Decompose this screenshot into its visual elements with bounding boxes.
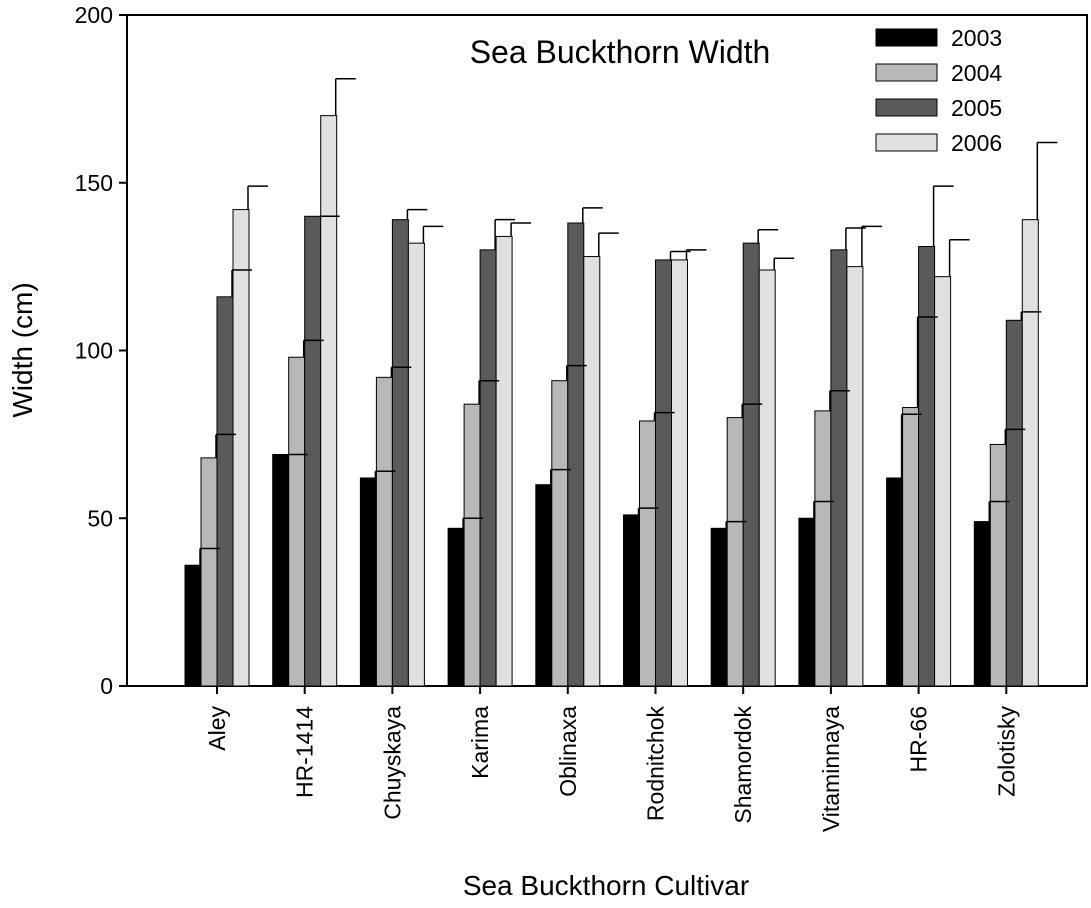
bar-Zolotisky-2005 — [1005, 319, 1023, 687]
y-axis: 0 50 100 150 200 — [75, 2, 127, 699]
y-tick-label-200: 200 — [75, 2, 113, 28]
x-tick-label-Karima: Karima — [467, 706, 493, 779]
bar-Karima-2004 — [463, 403, 481, 687]
bar-Aley-2003 — [184, 564, 202, 687]
bar-Zolotisky-2003 — [973, 521, 991, 687]
x-tick-label-Chuyskaya: Chuyskaya — [379, 706, 405, 820]
bar-Karima-2005 — [479, 249, 497, 687]
bar-Vitaminnaya-2005 — [830, 249, 848, 687]
y-tick-label-150: 150 — [75, 170, 113, 196]
bar-Chuyskaya-2005 — [391, 219, 409, 687]
chart-title: Sea Buckthorn Width — [470, 34, 771, 70]
bar-Rodnitchok-2006 — [671, 259, 688, 687]
bar-Vitaminnaya-2006 — [846, 266, 864, 687]
bar-Chuyskaya-2004 — [375, 376, 393, 687]
bar-Chuyskaya-2003 — [359, 477, 377, 687]
bar-Chuyskaya-2006 — [407, 242, 425, 687]
x-tick-label-Oblinaxa: Oblinaxa — [555, 706, 581, 797]
bar-HR-1414-2003 — [272, 454, 290, 687]
x-axis-title: Sea Buckthorn Cultivar — [463, 870, 749, 901]
legend-swatch-2003 — [875, 28, 938, 47]
bar-Zolotisky-2006 — [1021, 219, 1039, 687]
legend-label-2005: 2005 — [951, 95, 1002, 121]
bar-HR-66-2005 — [918, 245, 936, 687]
y-tick-label-0: 0 — [100, 673, 113, 699]
bar-Oblinaxa-2006 — [583, 256, 601, 687]
bar-Rodnitchok-2004 — [639, 420, 656, 687]
bar-HR-66-2006 — [934, 276, 952, 687]
bar-Rodnitchok-2005 — [655, 259, 672, 687]
x-tick-label-Zolotisky: Zolotisky — [993, 706, 1019, 797]
bar-Aley-2004 — [200, 457, 218, 687]
bar-Oblinaxa-2005 — [567, 222, 585, 687]
x-tick-label-Vitaminnaya: Vitaminnaya — [818, 706, 844, 832]
bar-HR-66-2004 — [902, 407, 920, 687]
x-axis: Aley HR-1414 Chuyskaya Karima Oblinaxa Rodnit… — [204, 686, 1019, 832]
legend-swatch-2005 — [875, 98, 938, 117]
bar-HR-1414-2005 — [304, 215, 322, 687]
bar-Shamordok-2004 — [726, 417, 744, 687]
bars-layer — [184, 115, 1039, 687]
x-tick-label-Rodnitchok: Rodnitchok — [643, 706, 669, 822]
x-tick-label-HR-1414: HR-1414 — [292, 706, 318, 798]
legend: 2003 2004 2005 2006 — [875, 25, 1002, 156]
legend-label-2006: 2006 — [951, 130, 1002, 156]
bar-Karima-2006 — [495, 235, 513, 687]
bar-Vitaminnaya-2004 — [814, 410, 832, 687]
bar-HR-1414-2006 — [320, 115, 338, 687]
bar-Aley-2005 — [216, 296, 234, 687]
bar-HR-1414-2004 — [288, 356, 306, 687]
legend-label-2004: 2004 — [951, 60, 1002, 86]
y-axis-title: Width (cm) — [7, 282, 38, 417]
error-bars-layer — [199, 77, 1058, 566]
legend-label-2003: 2003 — [951, 25, 1002, 51]
bar-Oblinaxa-2003 — [535, 484, 553, 687]
bar-HR-66-2003 — [886, 477, 904, 687]
legend-swatch-2006 — [875, 133, 938, 152]
bar-Karima-2003 — [447, 527, 465, 687]
bar-Vitaminnaya-2003 — [798, 517, 816, 687]
legend-swatch-2004 — [875, 63, 938, 82]
x-tick-label-HR-66: HR-66 — [906, 706, 932, 772]
bar-Shamordok-2006 — [758, 269, 776, 687]
bar-Aley-2006 — [232, 209, 250, 687]
bar-Shamordok-2005 — [742, 242, 760, 687]
x-tick-label-Shamordok: Shamordok — [730, 706, 756, 824]
y-tick-label-50: 50 — [87, 505, 113, 531]
bar-Zolotisky-2004 — [989, 443, 1007, 687]
y-tick-label-100: 100 — [75, 338, 113, 364]
bar-Shamordok-2003 — [710, 527, 728, 687]
bar-Oblinaxa-2004 — [551, 380, 569, 687]
bar-Rodnitchok-2003 — [623, 514, 640, 687]
x-tick-label-Aley: Aley — [204, 706, 230, 751]
